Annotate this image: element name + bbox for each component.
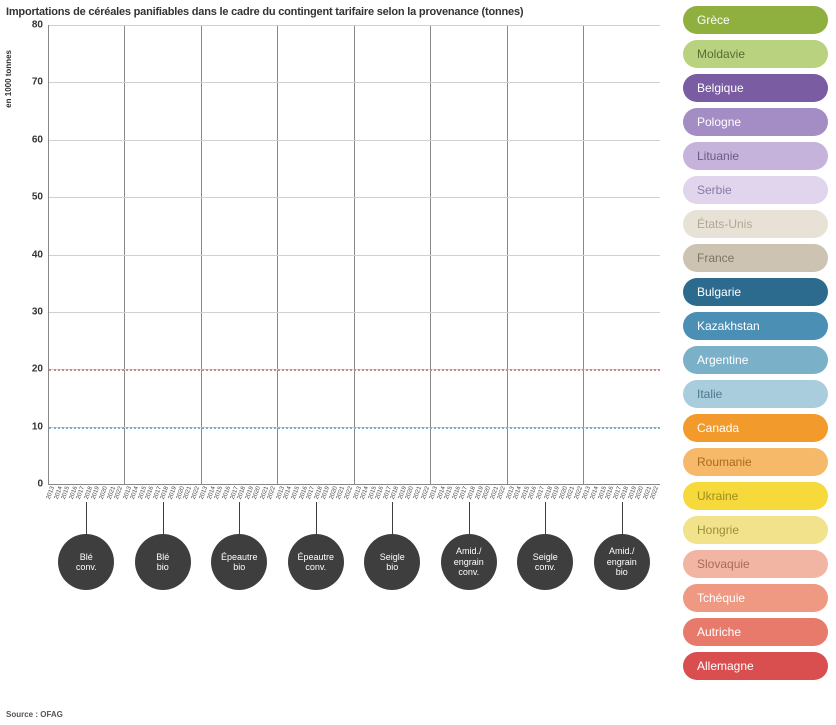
stacked-bar-chart: 01020304050607080 2013201420152016201720… [20, 25, 660, 525]
group-bubble: Épeautreconv. [288, 534, 344, 590]
source-caption: Source : OFAG [6, 710, 63, 719]
group-bubble: Seiglebio [364, 534, 420, 590]
legend-item[interactable]: Italie [683, 380, 828, 408]
y-axis-label: en 1000 tonnes [4, 50, 13, 108]
legend-item[interactable]: Ukraine [683, 482, 828, 510]
y-tick: 0 [37, 479, 43, 490]
legend-item[interactable]: Kazakhstan [683, 312, 828, 340]
legend-item[interactable]: Grèce [683, 6, 828, 34]
legend-item[interactable]: Allemagne [683, 652, 828, 680]
y-tick: 80 [32, 20, 43, 31]
y-tick: 20 [32, 364, 43, 375]
y-tick: 50 [32, 192, 43, 203]
group-bubble: Épeautrebio [211, 534, 267, 590]
group-bubble: Amid./engrainconv. [441, 534, 497, 590]
legend-item[interactable]: Autriche [683, 618, 828, 646]
legend-item[interactable]: France [683, 244, 828, 272]
legend-item[interactable]: Moldavie [683, 40, 828, 68]
chart-title: Importations de céréales panifiables dan… [6, 6, 523, 18]
group-bubble: Bléconv. [58, 534, 114, 590]
x-ticks: 2013201420152016201720182019202020212022… [48, 485, 660, 501]
y-tick: 60 [32, 134, 43, 145]
y-tick: 30 [32, 306, 43, 317]
group-bubble: Amid./engrainbio [594, 534, 650, 590]
plot-area: 01020304050607080 [48, 25, 660, 485]
group-labels: Bléconv. Blébio Épeautrebio Épeautreconv. Se… [48, 530, 660, 610]
legend-item[interactable]: États-Unis [683, 210, 828, 238]
group-bubble: Blébio [135, 534, 191, 590]
legend-item[interactable]: Argentine [683, 346, 828, 374]
legend-item[interactable]: Slovaquie [683, 550, 828, 578]
y-tick: 40 [32, 249, 43, 260]
y-tick: 10 [32, 421, 43, 432]
legend-item[interactable]: Serbie [683, 176, 828, 204]
legend-item[interactable]: Belgique [683, 74, 828, 102]
legend-item[interactable]: Lituanie [683, 142, 828, 170]
legend-item[interactable]: Canada [683, 414, 828, 442]
y-tick: 70 [32, 77, 43, 88]
legend-item[interactable]: Pologne [683, 108, 828, 136]
legend-item[interactable]: Roumanie [683, 448, 828, 476]
legend: Grèce Moldavie Belgique Pologne Lituanie Serb… [683, 6, 828, 680]
legend-item[interactable]: Hongrie [683, 516, 828, 544]
group-bubble: Seigleconv. [517, 534, 573, 590]
legend-item[interactable]: Tchéquie [683, 584, 828, 612]
legend-item[interactable]: Bulgarie [683, 278, 828, 306]
